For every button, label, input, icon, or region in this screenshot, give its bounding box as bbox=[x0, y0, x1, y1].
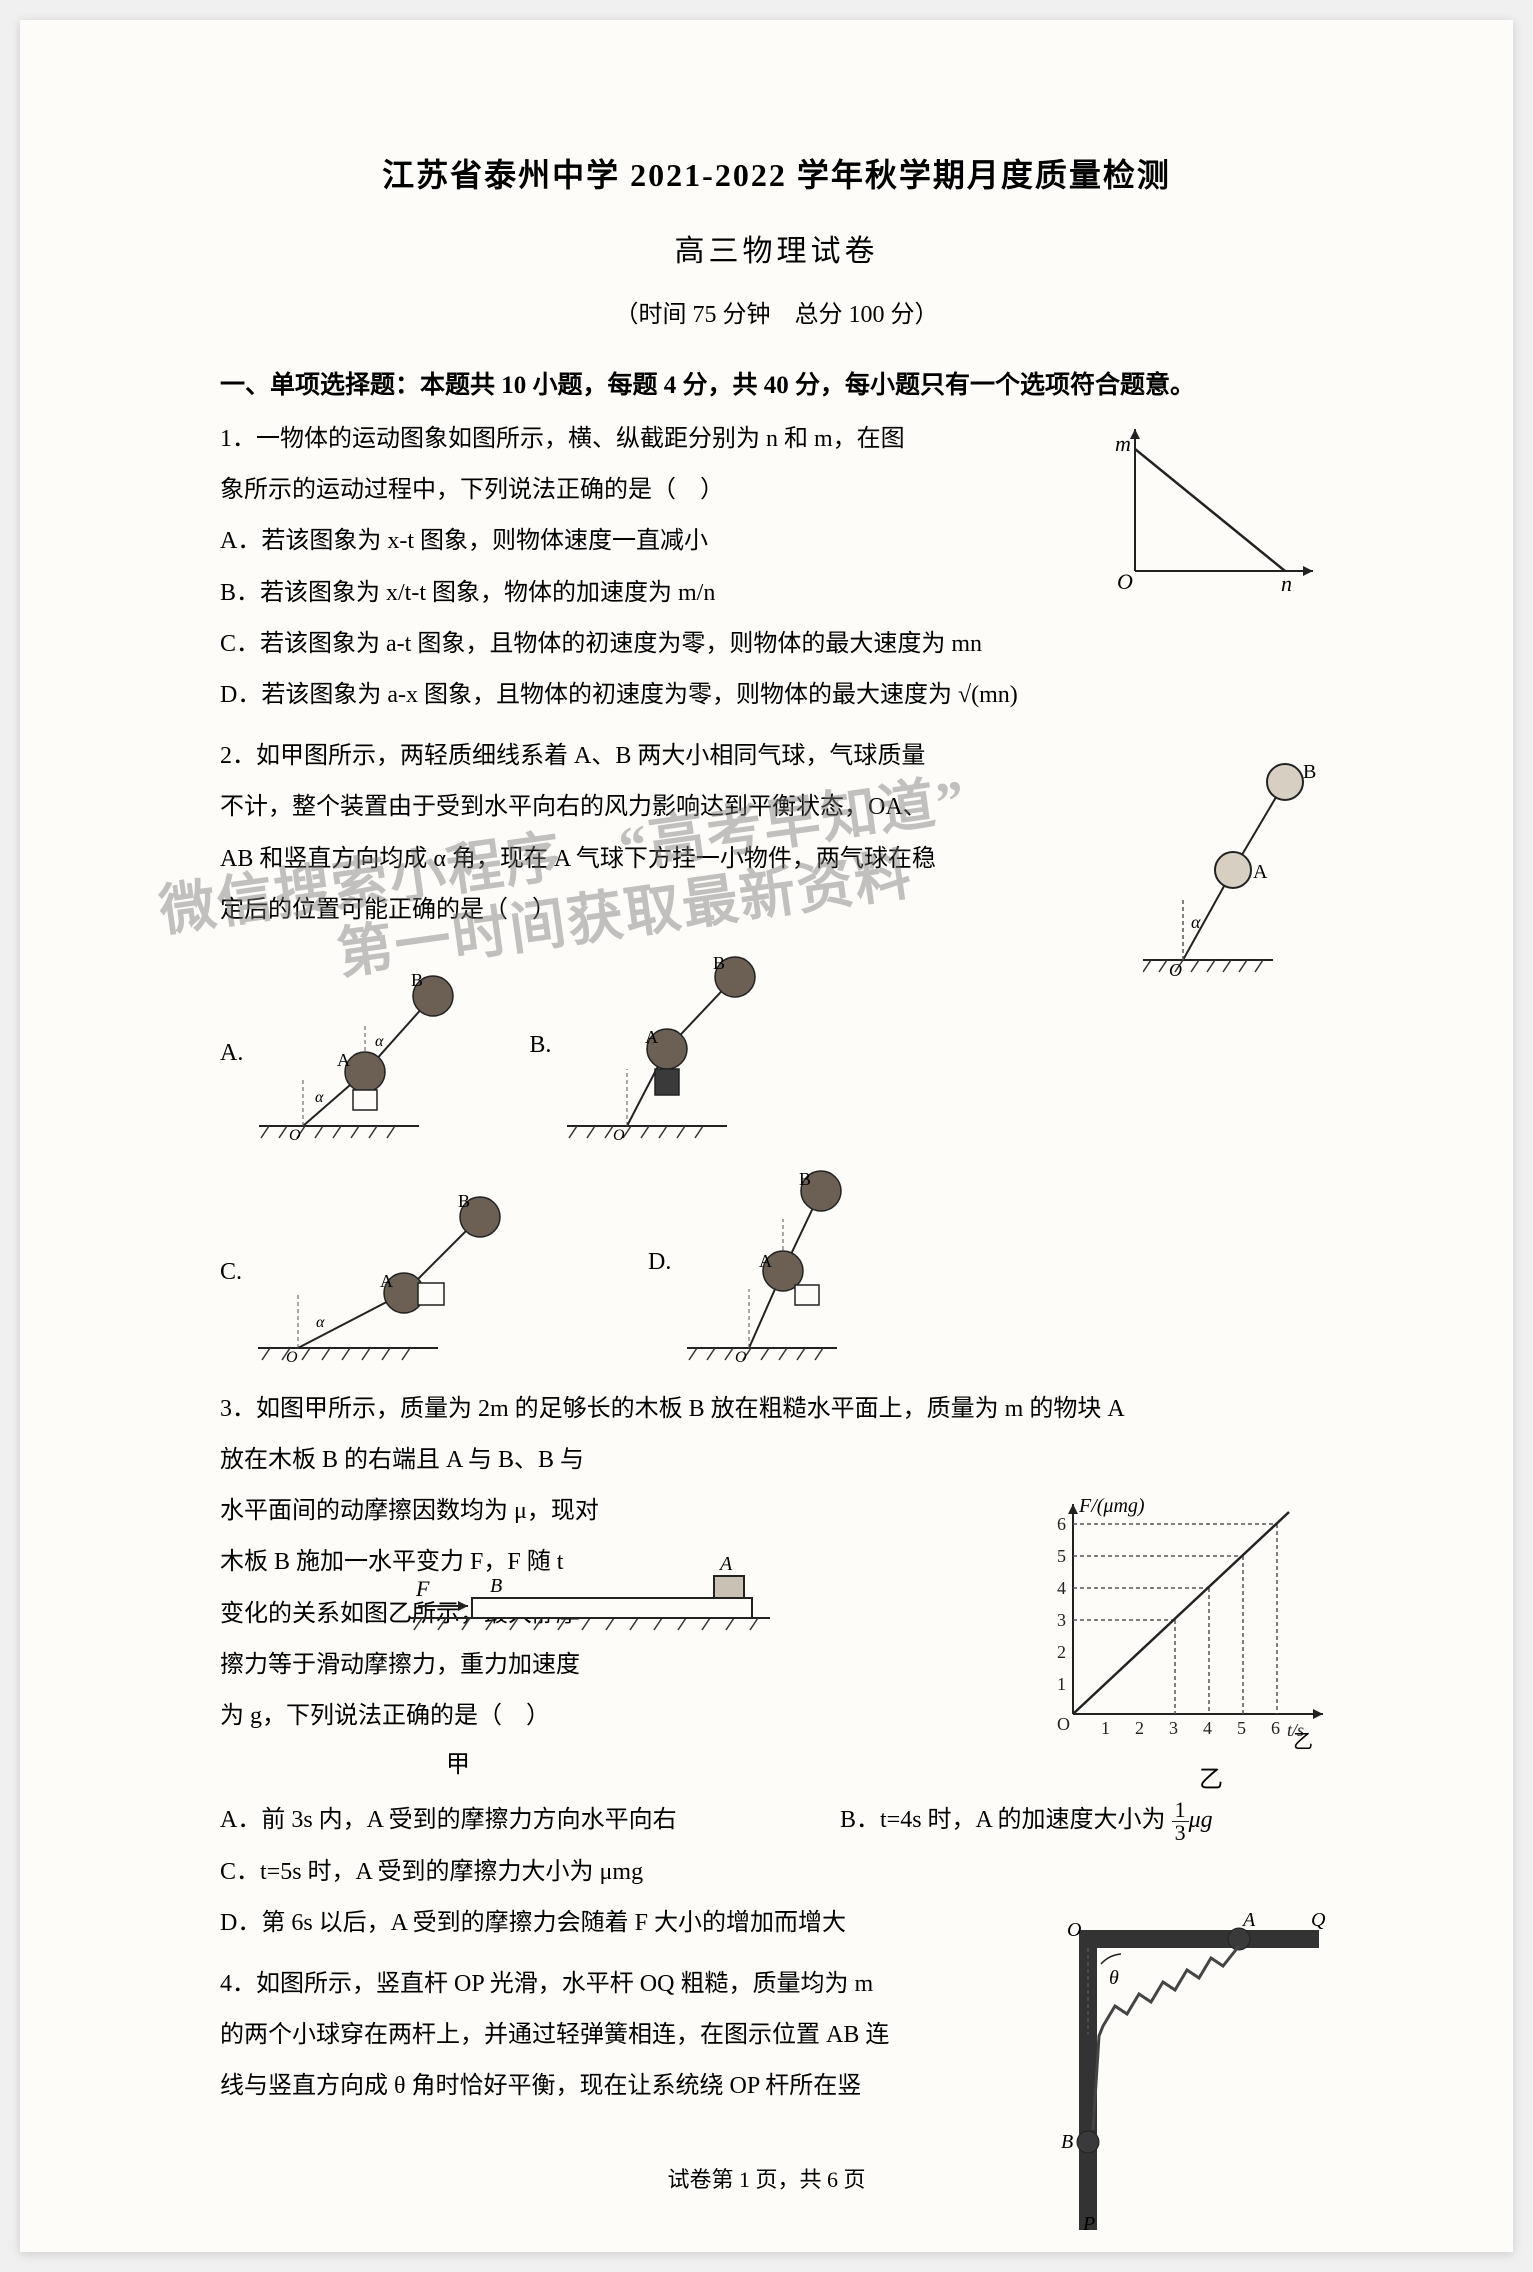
q4-stem-2: 的两个小球穿在两杆上，并通过轻弹簧相连，在图示位置 AB 连 bbox=[220, 2011, 1040, 2060]
exam-page: 江苏省泰州中学 2021-2022 学年秋学期月度质量检测 高三物理试卷 （时间… bbox=[20, 20, 1513, 2252]
svg-text:P: P bbox=[1082, 2213, 1095, 2234]
q1-optD: D．若该图象为 a-x 图象，且物体的初速度为零，则物体的最大速度为 √(mn) bbox=[220, 671, 1333, 720]
q2-optD-label: D. bbox=[648, 1249, 671, 1276]
svg-text:n: n bbox=[1281, 571, 1292, 591]
q3-optA: A．前 3s 内，A 受到的摩擦力方向水平向右 bbox=[220, 1796, 780, 1845]
q2-options-row2: C. A B O α D. bbox=[220, 1163, 1333, 1363]
q2-stem-1: 2．如甲图所示，两轻质细线系着 A、B 两大小相同气球，气球质量 bbox=[220, 732, 1060, 781]
svg-text:6: 6 bbox=[1271, 1718, 1280, 1738]
svg-text:B: B bbox=[713, 953, 725, 973]
q3-caption-left: 甲 bbox=[446, 1752, 470, 1778]
svg-text:2: 2 bbox=[1057, 1642, 1066, 1662]
svg-text:B: B bbox=[1061, 2131, 1073, 2153]
svg-text:α: α bbox=[375, 1033, 384, 1050]
svg-text:A: A bbox=[380, 1271, 393, 1291]
q3-optC: C．t=5s 时，A 受到的摩擦力大小为 μmg bbox=[220, 1848, 1333, 1897]
svg-text:α: α bbox=[1191, 912, 1201, 932]
svg-text:B: B bbox=[458, 1191, 470, 1211]
q4-stem-1: 4．如图所示，竖直杆 OP 光滑，水平杆 OQ 粗糙，质量均为 m bbox=[220, 1960, 1040, 2009]
q3-stem-2: 放在木板 B 的右端且 A 与 B、B 与 bbox=[220, 1436, 650, 1485]
svg-text:4: 4 bbox=[1203, 1718, 1212, 1738]
q3-fig-right: O 123456 123456 t/s F/(μmg) 乙 bbox=[1023, 1494, 1343, 1754]
svg-text:O: O bbox=[735, 1349, 747, 1363]
q2-optD-fig: A B O bbox=[687, 1163, 887, 1363]
svg-text:O: O bbox=[613, 1127, 625, 1141]
section-1-header: 一、单项选择题：本题共 10 小题，每题 4 分，共 40 分，每小题只有一个选… bbox=[220, 365, 1333, 401]
svg-text:4: 4 bbox=[1057, 1578, 1066, 1598]
page-footer: 试卷第 1 页，共 6 页 bbox=[20, 2162, 1513, 2194]
svg-text:α: α bbox=[316, 1314, 325, 1331]
q3-stem-7: 为 g，下列说法正确的是（ ） bbox=[220, 1703, 550, 1729]
q3-stem-6: 擦力等于滑动摩擦力，重力加速度 bbox=[220, 1641, 650, 1690]
q3-optB: B．t=4s 时，A 的加速度大小为 13μg bbox=[840, 1796, 1213, 1845]
q2-optC-cell: C. A B O α bbox=[220, 1183, 518, 1363]
time-score-info: （时间 75 分钟 总分 100 分） bbox=[220, 294, 1333, 329]
svg-text:α: α bbox=[315, 1089, 324, 1106]
q2-optB-cell: B. A B O bbox=[529, 951, 787, 1141]
svg-text:A: A bbox=[718, 1553, 733, 1575]
svg-text:F: F bbox=[415, 1576, 430, 1601]
svg-text:A: A bbox=[759, 1251, 772, 1271]
svg-text:A: A bbox=[645, 1027, 658, 1047]
q2-optA-label: A. bbox=[220, 1040, 243, 1067]
svg-text:2: 2 bbox=[1135, 1718, 1144, 1738]
svg-text:A: A bbox=[1241, 1909, 1256, 1931]
svg-text:Q: Q bbox=[1311, 1909, 1326, 1931]
svg-text:A: A bbox=[1253, 861, 1268, 883]
q2-optB-fig: A B O bbox=[567, 951, 787, 1141]
svg-text:F/(μmg): F/(μmg) bbox=[1078, 1495, 1145, 1517]
q3-caption-right-text: 乙 bbox=[1199, 1759, 1223, 1794]
svg-text:6: 6 bbox=[1057, 1514, 1066, 1534]
q2-original-fig: A B O α bbox=[1143, 740, 1323, 980]
svg-text:B: B bbox=[490, 1575, 502, 1597]
q1-stem-1: 1．一物体的运动图象如图所示，横、纵截距分别为 n 和 m，在图 bbox=[220, 415, 1020, 464]
svg-text:O: O bbox=[1067, 1919, 1081, 1941]
q1-graph: m n O bbox=[1113, 421, 1323, 591]
q2-optB-label: B. bbox=[529, 1032, 551, 1059]
question-3: 3．如图甲所示，质量为 2m 的足够长的木板 B 放在粗糙水平面上，质量为 m … bbox=[220, 1385, 1333, 1948]
svg-text:5: 5 bbox=[1237, 1718, 1246, 1738]
q2-optC-label: C. bbox=[220, 1259, 242, 1286]
sub-title: 高三物理试卷 bbox=[220, 226, 1333, 270]
svg-text:O: O bbox=[1117, 569, 1133, 591]
q3-caption-right: 乙 bbox=[1293, 1731, 1313, 1753]
question-1: m n O 1．一物体的运动图象如图所示，横、纵截距分别为 n 和 m，在图 象… bbox=[220, 415, 1333, 720]
svg-text:1: 1 bbox=[1101, 1718, 1110, 1738]
svg-text:O: O bbox=[1169, 960, 1182, 980]
question-2: A B O α 2．如甲图所示，两轻质细线系着 A、B 两大小相同气球，气球质量… bbox=[220, 732, 1333, 1363]
svg-text:O: O bbox=[289, 1127, 301, 1141]
svg-text:B: B bbox=[1303, 761, 1316, 783]
svg-text:B: B bbox=[411, 970, 423, 990]
q2-stem-3: AB 和竖直方向均成 α 角，现在 A 气球下方挂一小物件，两气球在稳 bbox=[220, 835, 1060, 884]
svg-text:5: 5 bbox=[1057, 1546, 1066, 1566]
q1-optC: C．若该图象为 a-t 图象，且物体的初速度为零，则物体的最大速度为 mn bbox=[220, 620, 1333, 669]
q2-optA-cell: A. A B O α α bbox=[220, 966, 479, 1141]
q2-optA-fig: A B O α α bbox=[259, 966, 479, 1141]
q3-stem-1: 3．如图甲所示，质量为 2m 的足够长的木板 B 放在粗糙水平面上，质量为 m … bbox=[220, 1385, 1333, 1434]
svg-text:3: 3 bbox=[1057, 1610, 1066, 1630]
svg-text:O: O bbox=[286, 1349, 298, 1363]
q3-fig-left: F B A bbox=[410, 1540, 780, 1640]
svg-text:1: 1 bbox=[1057, 1674, 1066, 1694]
svg-text:A: A bbox=[337, 1050, 350, 1070]
svg-text:B: B bbox=[799, 1169, 811, 1189]
main-title: 江苏省泰州中学 2021-2022 学年秋学期月度质量检测 bbox=[220, 150, 1333, 196]
q2-optD-cell: D. A B O bbox=[648, 1163, 887, 1363]
q2-stem-2: 不计，整个装置由于受到水平向右的风力影响达到平衡状态，OA、 bbox=[220, 783, 1060, 832]
q4-stem-3: 线与竖直方向成 θ 角时恰好平衡，现在让系统绕 OP 杆所在竖 bbox=[220, 2062, 1040, 2111]
q3-stem-3: 水平面间的动摩擦因数均为 μ，现对 bbox=[220, 1487, 650, 1536]
svg-text:m: m bbox=[1115, 431, 1131, 456]
svg-text:3: 3 bbox=[1169, 1718, 1178, 1738]
question-4: O Q P A B θ 4．如图所示，竖直杆 OP 光滑，水平杆 OQ 粗糙，质… bbox=[220, 1960, 1333, 2160]
svg-text:O: O bbox=[1057, 1714, 1070, 1734]
q2-optC-fig: A B O α bbox=[258, 1183, 518, 1363]
svg-text:θ: θ bbox=[1109, 1967, 1119, 1989]
